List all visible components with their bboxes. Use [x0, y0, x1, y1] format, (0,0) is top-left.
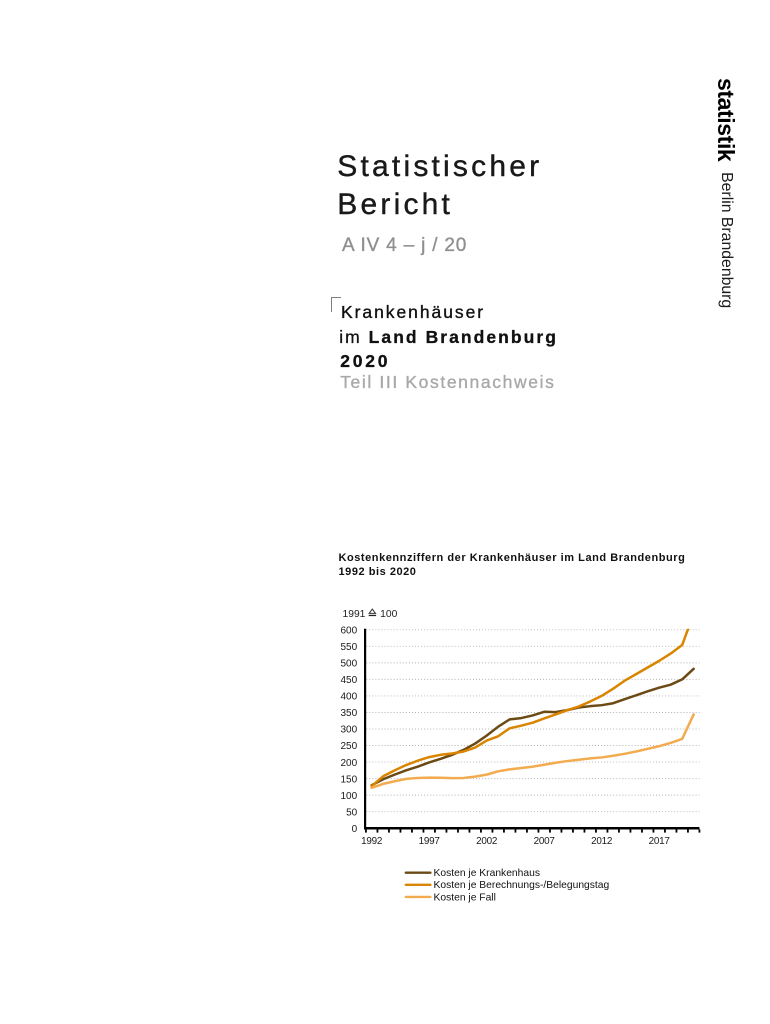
- svg-text:2002: 2002: [476, 836, 497, 847]
- svg-text:350: 350: [341, 708, 358, 719]
- svg-text:300: 300: [341, 725, 358, 736]
- svg-text:2017: 2017: [649, 836, 670, 847]
- svg-text:Kosten je Berechnungs-/Belegun: Kosten je Berechnungs-/Belegungstag: [434, 880, 610, 891]
- svg-text:550: 550: [341, 642, 358, 653]
- svg-text:450: 450: [341, 675, 358, 686]
- svg-text:400: 400: [341, 692, 358, 703]
- svg-text:1992: 1992: [361, 836, 382, 847]
- svg-text:250: 250: [341, 741, 358, 752]
- svg-text:50: 50: [346, 807, 358, 818]
- svg-text:Kosten je Fall: Kosten je Fall: [434, 893, 496, 904]
- svg-text:Kosten je Krankenhaus: Kosten je Krankenhaus: [434, 868, 540, 879]
- svg-text:500: 500: [341, 659, 358, 670]
- svg-text:2012: 2012: [591, 836, 612, 847]
- svg-text:150: 150: [341, 774, 358, 785]
- svg-text:0: 0: [352, 824, 358, 835]
- svg-text:200: 200: [341, 758, 358, 769]
- svg-text:2007: 2007: [534, 836, 555, 847]
- svg-text:100: 100: [341, 791, 358, 802]
- svg-text:600: 600: [341, 626, 358, 637]
- svg-text:1997: 1997: [419, 836, 440, 847]
